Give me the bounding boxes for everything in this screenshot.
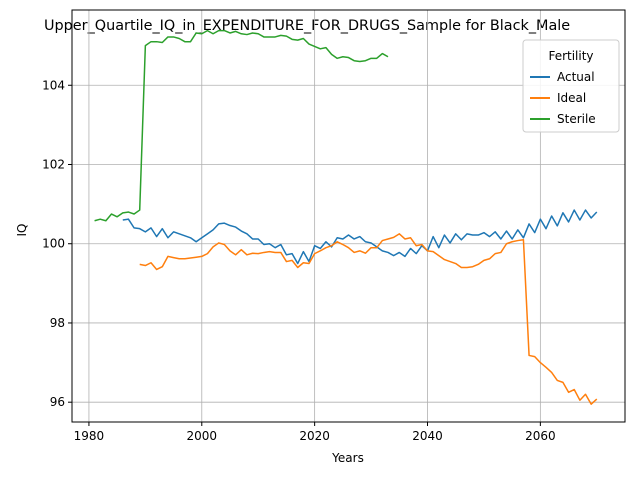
series-line-ideal — [139, 233, 598, 405]
x-axis-label: Years — [331, 451, 364, 465]
x-tick-label: 2040 — [412, 429, 443, 443]
legend-label-ideal: Ideal — [557, 91, 586, 105]
x-tick-label: 1980 — [74, 429, 105, 443]
y-tick-label: 100 — [42, 237, 65, 251]
plot-frame — [71, 9, 626, 423]
legend-box — [522, 39, 620, 133]
chart-title: Upper_Quartile_IQ_in_EXPENDITURE_FOR_DRU… — [44, 18, 570, 34]
legend-label-sterile: Sterile — [557, 112, 596, 126]
y-axis-label: IQ — [15, 224, 29, 237]
x-tick-label: 2020 — [299, 429, 330, 443]
y-tick-label: 102 — [42, 158, 65, 172]
series-lines — [94, 29, 598, 405]
y-axis: 96 98 100 102 104 — [42, 78, 72, 409]
y-tick-label: 96 — [50, 395, 65, 409]
series-line-sterile — [94, 29, 389, 222]
legend-title: Fertility — [548, 49, 593, 63]
legend: Fertility Actual Ideal Sterile — [522, 39, 620, 133]
y-tick-label: 98 — [50, 316, 65, 330]
x-axis: 1980 2000 2020 2040 2060 — [74, 422, 556, 443]
y-tick-label: 104 — [42, 78, 65, 92]
legend-label-actual: Actual — [557, 70, 595, 84]
series-line-actual — [122, 209, 598, 265]
x-tick-label: 2000 — [187, 429, 218, 443]
x-tick-label: 2060 — [525, 429, 556, 443]
